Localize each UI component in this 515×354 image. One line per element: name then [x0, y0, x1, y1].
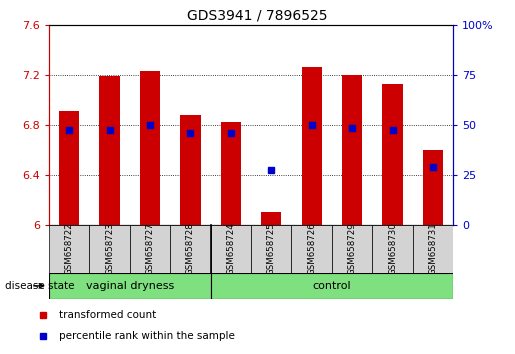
Text: GSM658726: GSM658726 [307, 222, 316, 275]
Text: GSM658722: GSM658722 [65, 222, 74, 275]
Bar [221, 122, 241, 225]
Text: GSM658724: GSM658724 [227, 222, 235, 275]
Text: disease state: disease state [5, 281, 75, 291]
Bar [211, 225, 251, 273]
Bar [302, 67, 322, 225]
Bar [49, 225, 90, 273]
Text: percentile rank within the sample: percentile rank within the sample [59, 331, 235, 341]
Bar [180, 115, 200, 225]
Text: GSM658725: GSM658725 [267, 222, 276, 275]
Bar [372, 225, 413, 273]
Bar [413, 225, 453, 273]
Text: GSM658728: GSM658728 [186, 222, 195, 275]
Bar [170, 225, 211, 273]
Text: GSM658723: GSM658723 [105, 222, 114, 275]
Bar [49, 273, 211, 299]
Text: GSM658730: GSM658730 [388, 222, 397, 275]
Bar [383, 84, 403, 225]
Text: GSM658727: GSM658727 [146, 222, 154, 275]
Text: vaginal dryness: vaginal dryness [85, 281, 174, 291]
Bar [99, 76, 119, 225]
Bar [332, 225, 372, 273]
Text: control: control [313, 281, 351, 291]
Text: GSM658729: GSM658729 [348, 222, 356, 275]
Bar [90, 225, 130, 273]
Text: GDS3941 / 7896525: GDS3941 / 7896525 [187, 9, 328, 23]
Bar [291, 225, 332, 273]
Bar [251, 225, 291, 273]
Bar [342, 75, 362, 225]
Text: GSM658731: GSM658731 [428, 222, 437, 275]
Bar [140, 71, 160, 225]
Bar [423, 150, 443, 225]
Bar [130, 225, 170, 273]
Bar [59, 111, 79, 225]
Bar [211, 273, 453, 299]
Bar [261, 212, 281, 225]
Text: transformed count: transformed count [59, 309, 157, 320]
